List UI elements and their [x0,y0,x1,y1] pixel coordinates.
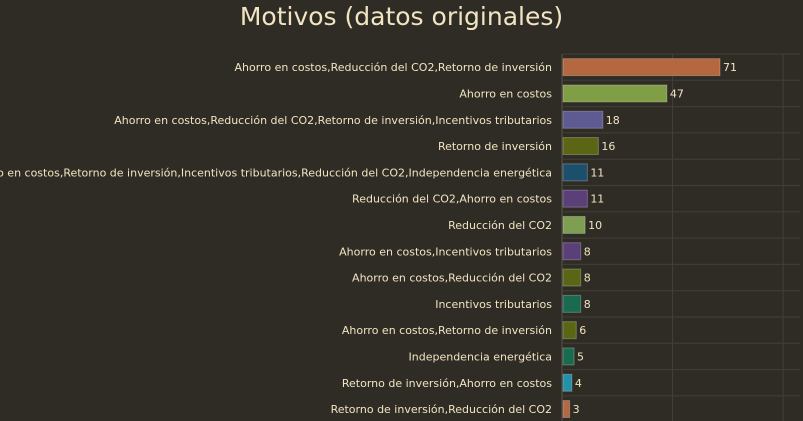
category-label: Reducción del CO2 [448,219,552,232]
bar [562,84,668,103]
data-label: 8 [584,245,591,258]
bar [562,189,588,208]
data-label: 8 [584,272,591,285]
bar [562,58,721,77]
category-label: Ahorro en costos,Reducción del CO2,Retor… [235,61,553,74]
bar [562,347,575,366]
bar [562,294,582,313]
data-label: 6 [579,324,586,337]
bar [562,137,599,156]
data-label: 4 [575,377,582,390]
data-label: 71 [723,61,737,74]
category-label: Ahorro en costos,Retorno de inversión,In… [0,166,552,179]
data-label: 11 [590,193,604,206]
category-label: Incentivos tributarios [435,298,552,311]
data-label: 10 [588,219,602,232]
data-label: 5 [577,350,584,363]
data-label: 47 [670,87,684,100]
category-label: Ahorro en costos,Retorno de inversión [342,324,552,337]
data-label: 11 [590,166,604,179]
bar [562,242,582,261]
category-label: Ahorro en costos,Incentivos tributarios [339,245,552,258]
bar [562,110,604,129]
bar [562,268,582,287]
data-label: 3 [573,403,580,416]
bar [562,215,586,234]
category-label: Ahorro en costos,Reducción del CO2,Retor… [114,114,552,127]
category-label: Retorno de inversión [438,140,552,153]
category-label: Retorno de inversión,Ahorro en costos [342,377,552,390]
category-label: Independencia energética [409,350,553,363]
bar [562,400,571,419]
data-label: 18 [606,114,620,127]
bar [562,163,588,182]
chart-title: Motivos (datos originales) [239,2,564,31]
category-label: Ahorro en costos [459,87,552,100]
category-label: Ahorro en costos,Reducción del CO2 [352,272,552,285]
bar [562,373,573,392]
data-label: 8 [584,298,591,311]
data-label: 16 [601,140,615,153]
category-label: Retorno de inversión,Reducción del CO2 [331,403,552,416]
bar [562,321,577,340]
category-label: Reducción del CO2,Ahorro en costos [352,193,552,206]
